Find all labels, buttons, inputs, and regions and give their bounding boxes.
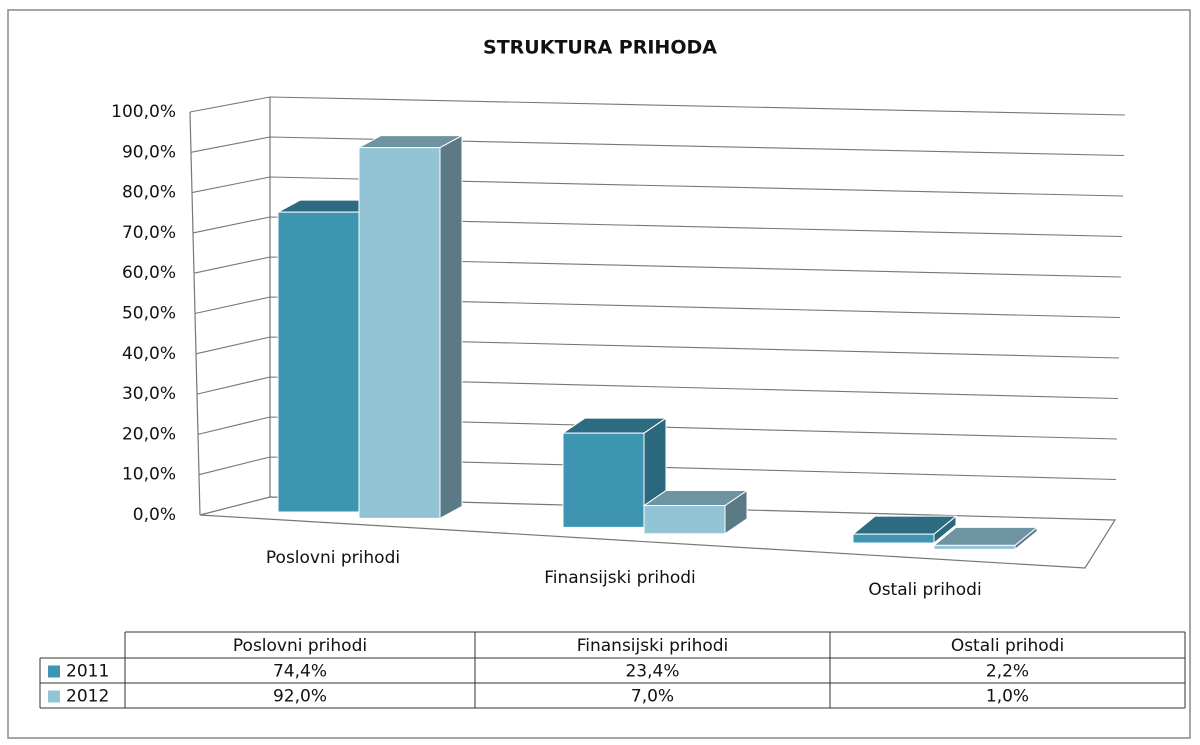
bar-front (643, 505, 726, 535)
y-tick-label: 50,0% (122, 304, 176, 324)
chart-border (7, 9, 1191, 739)
grid-line (192, 216, 1123, 238)
legend-swatch (48, 690, 60, 703)
chart-title: STRUKTURA PRIHODA (483, 37, 717, 59)
bar-front (277, 211, 360, 513)
bar (358, 134, 463, 520)
y-tick-label: 30,0% (122, 384, 176, 404)
x-tick-label: Ostali prihodi (868, 580, 981, 600)
table-header: Ostali prihodi (951, 636, 1064, 656)
legend-swatch (48, 665, 60, 678)
y-tick-label: 60,0% (122, 263, 176, 283)
grid-line (189, 96, 1126, 116)
grid-line (190, 136, 1125, 157)
bar (642, 489, 749, 535)
bar-front (933, 544, 1016, 550)
grid-line (198, 456, 1117, 481)
bar-front (852, 533, 935, 544)
grid-line (193, 256, 1122, 278)
y-tick-label: 10,0% (122, 465, 176, 485)
table-value: 7,0% (631, 687, 674, 707)
table-value: 2,2% (986, 662, 1029, 682)
y-tick-label: 20,0% (122, 424, 176, 444)
table-value: 23,4% (625, 662, 679, 682)
floor (199, 496, 1117, 569)
grid-line (197, 416, 1118, 440)
x-tick-label: Finansijski prihodi (544, 568, 696, 588)
table-value: 1,0% (986, 687, 1029, 707)
bar-front (562, 432, 645, 528)
y-tick-label: 90,0% (122, 142, 176, 162)
y-tick-label: 100,0% (111, 102, 176, 122)
grid-line (191, 176, 1124, 197)
bar (932, 526, 1039, 551)
legend-label: 2012 (66, 687, 109, 707)
y-tick-label: 0,0% (133, 505, 176, 525)
table-value: 92,0% (273, 687, 327, 707)
table-header: Poslovni prihodi (233, 636, 367, 656)
bar (561, 417, 668, 529)
table-header: Finansijski prihodi (577, 636, 729, 656)
grid-line (194, 296, 1121, 319)
y-tick-label: 40,0% (122, 344, 176, 364)
table-value: 74,4% (273, 662, 327, 682)
bar-side (439, 134, 463, 520)
y-tick-label: 70,0% (122, 223, 176, 243)
legend-label: 2011 (66, 662, 109, 682)
bar (851, 515, 958, 545)
grid-line (196, 376, 1119, 400)
bar-front (358, 147, 441, 519)
y-tick-label: 80,0% (122, 183, 176, 203)
grid-line (195, 336, 1120, 359)
x-tick-label: Poslovni prihodi (266, 548, 400, 568)
